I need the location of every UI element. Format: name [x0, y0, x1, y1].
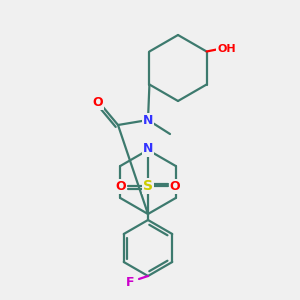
Text: N: N — [143, 142, 153, 155]
Text: O: O — [170, 179, 180, 193]
Text: F: F — [126, 277, 134, 290]
Text: N: N — [143, 113, 153, 127]
Text: O: O — [116, 179, 126, 193]
Text: O: O — [93, 95, 103, 109]
Text: S: S — [143, 179, 153, 193]
Text: OH: OH — [217, 44, 236, 55]
